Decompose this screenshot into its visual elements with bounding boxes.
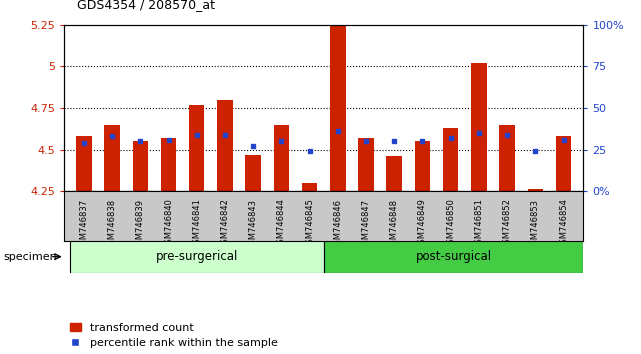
Bar: [70, 241, 324, 273]
Bar: [274, 125, 289, 191]
Text: GSM746848: GSM746848: [390, 199, 399, 250]
Bar: [104, 125, 120, 191]
Text: GSM746844: GSM746844: [277, 199, 286, 250]
Text: GSM746840: GSM746840: [164, 199, 173, 250]
Bar: [471, 63, 487, 191]
Text: GSM746845: GSM746845: [305, 199, 314, 250]
Text: post-surgical: post-surgical: [415, 250, 492, 263]
Text: GSM746851: GSM746851: [474, 199, 483, 250]
Bar: [330, 5, 345, 191]
Bar: [415, 141, 430, 191]
Bar: [189, 105, 204, 191]
Bar: [133, 141, 148, 191]
Text: GSM746839: GSM746839: [136, 199, 145, 250]
Bar: [499, 125, 515, 191]
Bar: [358, 138, 374, 191]
Text: GSM746849: GSM746849: [418, 199, 427, 250]
Bar: [246, 155, 261, 191]
Bar: [387, 156, 402, 191]
Text: GSM746838: GSM746838: [108, 199, 117, 250]
Text: GSM746842: GSM746842: [221, 199, 229, 250]
Legend: transformed count, percentile rank within the sample: transformed count, percentile rank withi…: [70, 322, 278, 348]
Bar: [443, 128, 458, 191]
Text: GSM746843: GSM746843: [249, 199, 258, 250]
Text: GSM746846: GSM746846: [333, 199, 342, 250]
Bar: [302, 183, 317, 191]
Text: GDS4354 / 208570_at: GDS4354 / 208570_at: [77, 0, 215, 11]
Bar: [528, 189, 543, 191]
Text: GSM746852: GSM746852: [503, 199, 512, 250]
Text: specimen: specimen: [3, 252, 57, 262]
Bar: [161, 138, 176, 191]
Text: GSM746841: GSM746841: [192, 199, 201, 250]
Bar: [217, 100, 233, 191]
Bar: [556, 136, 571, 191]
Text: GSM746847: GSM746847: [362, 199, 370, 250]
Text: GSM746853: GSM746853: [531, 199, 540, 250]
Text: GSM746854: GSM746854: [559, 199, 568, 250]
Text: GSM746837: GSM746837: [79, 199, 88, 250]
Bar: [76, 136, 92, 191]
Text: pre-surgerical: pre-surgerical: [156, 250, 238, 263]
Bar: [324, 241, 583, 273]
Text: GSM746850: GSM746850: [446, 199, 455, 250]
